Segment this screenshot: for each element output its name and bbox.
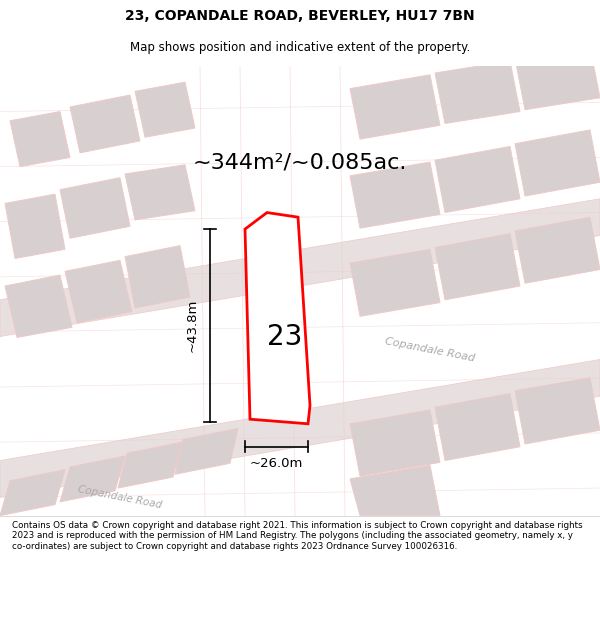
Polygon shape: [60, 177, 130, 238]
Polygon shape: [70, 95, 140, 153]
Text: Contains OS data © Crown copyright and database right 2021. This information is : Contains OS data © Crown copyright and d…: [12, 521, 583, 551]
Polygon shape: [0, 199, 600, 336]
Polygon shape: [350, 75, 440, 139]
Polygon shape: [118, 442, 182, 488]
Polygon shape: [435, 394, 520, 461]
Polygon shape: [515, 217, 600, 283]
Polygon shape: [65, 261, 132, 322]
Text: 23, COPANDALE ROAD, BEVERLEY, HU17 7BN: 23, COPANDALE ROAD, BEVERLEY, HU17 7BN: [125, 9, 475, 23]
Text: Map shows position and indicative extent of the property.: Map shows position and indicative extent…: [130, 41, 470, 54]
Polygon shape: [435, 146, 520, 212]
Polygon shape: [5, 275, 72, 338]
Polygon shape: [435, 61, 520, 124]
Polygon shape: [350, 249, 440, 316]
Polygon shape: [125, 246, 190, 308]
Text: ~344m²/~0.085ac.: ~344m²/~0.085ac.: [193, 152, 407, 172]
Polygon shape: [0, 359, 600, 498]
Text: ~26.0m: ~26.0m: [250, 457, 303, 470]
Text: 23: 23: [268, 322, 302, 351]
Text: ~43.8m: ~43.8m: [185, 299, 199, 352]
Polygon shape: [5, 194, 65, 259]
Polygon shape: [515, 48, 600, 110]
Text: Copandale Road: Copandale Road: [384, 337, 476, 364]
Polygon shape: [10, 111, 70, 167]
Polygon shape: [350, 410, 440, 476]
Polygon shape: [135, 82, 195, 138]
Polygon shape: [350, 465, 440, 516]
Polygon shape: [245, 213, 310, 424]
Text: Copandale Road: Copandale Road: [77, 484, 163, 510]
Polygon shape: [515, 130, 600, 196]
Polygon shape: [350, 162, 440, 228]
Polygon shape: [125, 165, 195, 220]
Polygon shape: [175, 428, 238, 474]
Polygon shape: [0, 470, 65, 516]
Polygon shape: [60, 456, 125, 502]
Polygon shape: [515, 378, 600, 444]
Polygon shape: [435, 234, 520, 300]
